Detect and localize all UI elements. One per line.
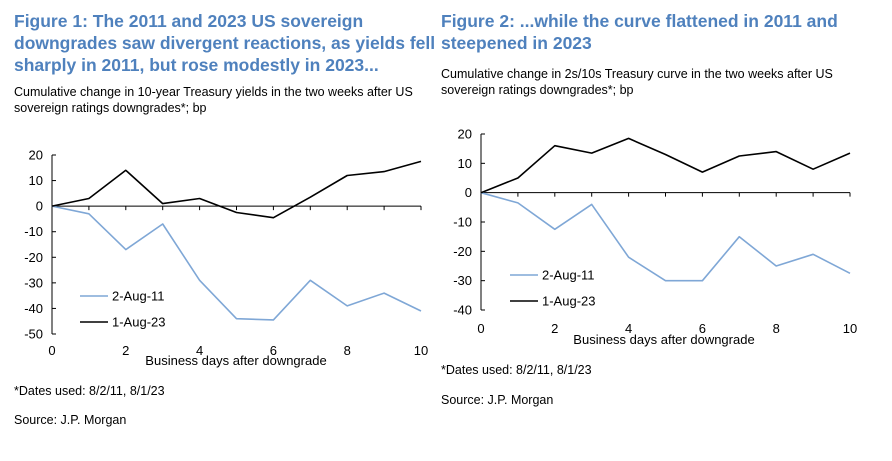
figure1-note: *Dates used: 8/2/11, 8/1/23 [14,384,165,398]
y-tick-label: -10 [453,215,472,230]
figure2-chart: 20 10 0 -10 -20 -30 -40 0 2 4 6 8 10 Business days af… [453,127,857,348]
figure1-title-line1: Figure 1: The 2011 and 2023 US sovereign [14,11,364,31]
x-tick-label: 4 [625,321,632,336]
figure2-subtitle: Cumulative change in 2s/10s Treasury cur… [441,66,886,98]
y-tick-label: -30 [24,275,43,290]
x-tick-label: 4 [196,343,203,358]
series-line-2-Aug-11 [480,191,851,282]
x-tick-label: 8 [344,343,351,358]
figure1-title: Figure 1: The 2011 and 2023 US sovereign… [14,10,444,76]
x-tick-label: 6 [699,321,706,336]
figure2-source: Source: J.P. Morgan [441,393,554,407]
legend-label: 2-Aug-11 [542,268,595,283]
y-tick-label: 10 [458,156,472,171]
y-tick-label: 10 [29,173,43,188]
y-tick-label: -50 [24,327,43,342]
legend-label: 1-Aug-23 [542,294,595,309]
series-line-2-Aug-11 [51,205,422,321]
x-tick-label: 8 [773,321,780,336]
x-tick-label: 10 [843,321,857,336]
figure1-subtitle-line2: sovereign ratings downgrades*; bp [14,101,207,115]
x-tick-label: 2 [122,343,129,358]
x-axis-title: Business days after downgrade [145,353,326,368]
x-tick-label: 0 [48,343,55,358]
y-tick-label: -10 [24,224,43,239]
x-tick-label: 0 [477,321,484,336]
series-line-1-Aug-23 [51,160,422,219]
y-tick-label: -20 [453,244,472,259]
legend-label: 2-Aug-11 [112,289,165,304]
figure2-title-line1: Figure 2: ...while the curve flattened i… [441,11,838,31]
x-tick-label: 10 [414,343,428,358]
figure1-chart: 20 10 0 -10 -20 -30 -40 -50 0 2 4 6 8 10 Business days… [24,148,428,369]
figure2-note: *Dates used: 8/2/11, 8/1/23 [441,363,592,377]
y-tick-label: 20 [29,148,43,163]
y-tick-label: 0 [465,185,472,200]
x-tick-label: 2 [551,321,558,336]
y-tick-label: -40 [24,301,43,316]
figure1-title-line3: sharply in 2011, but rose modestly in 20… [14,55,379,75]
figure2-subtitle-line1: Cumulative change in 2s/10s Treasury cur… [441,67,833,81]
series-line-1-Aug-23 [480,137,851,194]
legend-label: 1-Aug-23 [112,315,165,330]
y-tick-label: -40 [453,303,472,318]
y-tick-label: -30 [453,273,472,288]
y-tick-label: -20 [24,250,43,265]
figure2-subtitle-line2: sovereign ratings downgrades*; bp [441,83,634,97]
y-tick-label: 0 [36,199,43,214]
figure2-title-line2: steepened in 2023 [441,33,592,53]
figure1-subtitle: Cumulative change in 10-year Treasury yi… [14,84,444,116]
figure1-source: Source: J.P. Morgan [14,413,127,427]
x-axis-title: Business days after downgrade [573,332,754,347]
figure1-title-line2: downgrades saw divergent reactions, as y… [14,33,436,53]
y-tick-label: 20 [458,127,472,142]
x-tick-label: 6 [270,343,277,358]
figure1-subtitle-line1: Cumulative change in 10-year Treasury yi… [14,85,413,99]
figure2-title: Figure 2: ...while the curve flattened i… [441,10,886,54]
